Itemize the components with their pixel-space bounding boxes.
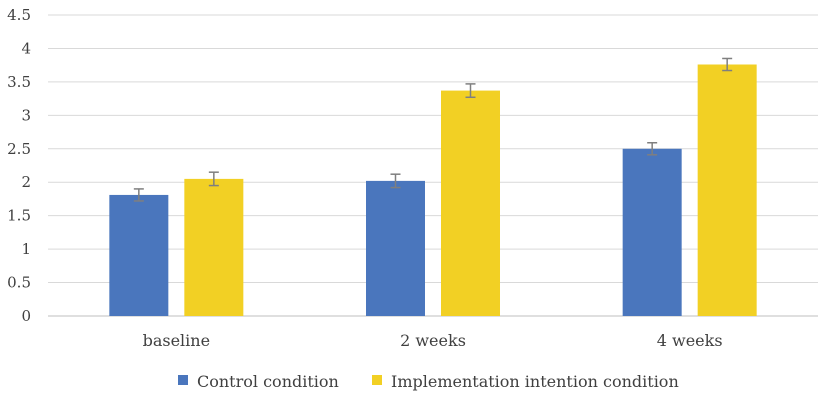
y-tick-label: 1.5 — [7, 207, 31, 225]
y-tick-label: 0 — [21, 307, 31, 325]
x-category-label: baseline — [143, 331, 210, 350]
bar — [697, 64, 757, 317]
y-tick-label: 4 — [21, 39, 31, 57]
y-tick-label: 4.5 — [7, 6, 31, 24]
bars — [109, 64, 757, 317]
legend-label-control: Control condition — [197, 372, 339, 391]
x-category-label: 4 weeks — [657, 331, 723, 350]
legend-swatch-control — [178, 375, 188, 385]
legend: Control condition Implementation intenti… — [178, 372, 679, 391]
bar — [184, 178, 244, 316]
gridlines — [48, 14, 818, 317]
y-tick-label: 2 — [21, 173, 31, 191]
x-axis-category-labels: baseline 2 weeks 4 weeks — [143, 331, 723, 350]
bar — [622, 148, 682, 316]
x-category-label: 2 weeks — [400, 331, 466, 350]
error-bars — [133, 57, 733, 202]
y-tick-label: 3.5 — [7, 73, 31, 91]
bar — [366, 180, 425, 316]
y-tick-label: 2.5 — [7, 140, 31, 158]
legend-swatch-implementation — [372, 375, 382, 385]
y-tick-label: 3 — [21, 106, 31, 124]
bar — [441, 90, 500, 316]
bar — [109, 194, 169, 316]
y-axis-tick-labels: 0 0.5 1 1.5 2 2.5 3 3.5 4 4.5 — [7, 6, 31, 325]
y-tick-label: 0.5 — [7, 274, 31, 292]
legend-label-implementation: Implementation intention condition — [391, 372, 679, 391]
y-tick-label: 1 — [21, 240, 31, 258]
